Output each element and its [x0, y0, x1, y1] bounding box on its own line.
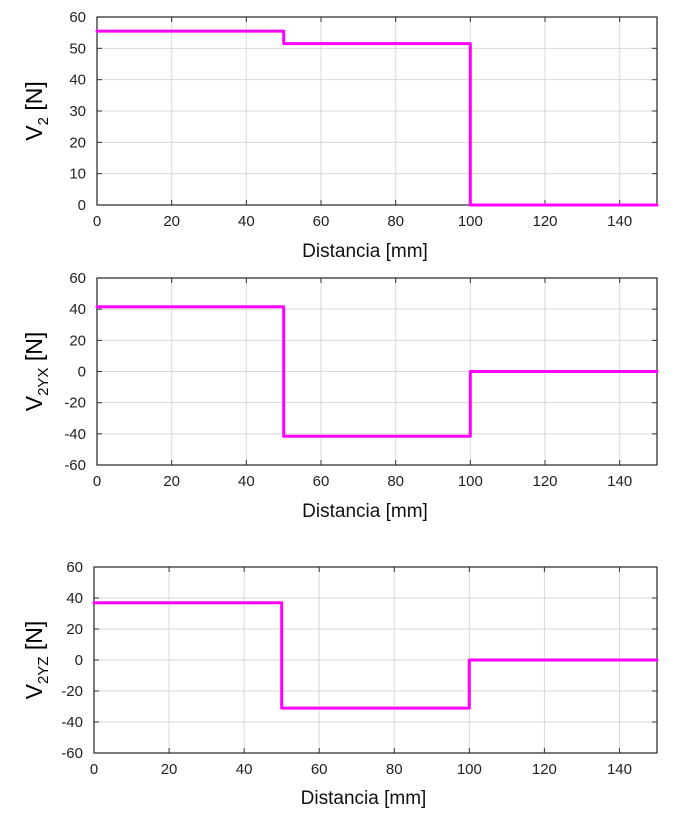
y-tick-label: 60: [69, 9, 86, 26]
x-tick-label: 100: [458, 213, 483, 230]
x-tick-label: 40: [236, 761, 253, 778]
x-tick-label: 80: [387, 473, 404, 490]
y-axis-label: V2YX [N]: [21, 332, 52, 411]
x-tick-label: 140: [607, 213, 632, 230]
x-axis-label: Distancia [mm]: [301, 788, 427, 809]
x-tick-label: 100: [458, 473, 483, 490]
x-tick-label: 20: [163, 473, 180, 490]
y-tick-label: 10: [69, 166, 86, 183]
y-tick-label: 40: [66, 590, 83, 607]
x-tick-label: 20: [161, 761, 178, 778]
chart-v2yx: 0 20 40 60 80 100 120 140 -60 -40 -20 0 20 40 60 Distan…: [0, 270, 686, 550]
plot-frame: [96, 16, 658, 206]
y-tick-label: 0: [78, 197, 86, 214]
y-tick-label: 0: [75, 652, 83, 669]
series-line: [92, 601, 659, 710]
x-tick-label: 100: [457, 761, 482, 778]
x-tick-label: 120: [532, 213, 557, 230]
y-axis-label: V2YZ [N]: [21, 621, 52, 700]
x-tick-label: 60: [313, 473, 330, 490]
y-tick-label: -20: [64, 395, 86, 412]
chart-v2yx-svg: 0 20 40 60 80 100 120 140 -60 -40 -20 0 20 40 60 Distan…: [21, 270, 659, 522]
x-tick-label: 120: [532, 473, 557, 490]
y-tick-label: 20: [69, 332, 86, 349]
y-axis-label: V2 [N]: [21, 81, 52, 140]
y-tick-label: 60: [66, 559, 83, 576]
x-tick-label: 120: [532, 761, 557, 778]
y-tick-label: -40: [61, 714, 83, 731]
x-tick-label: 0: [90, 761, 98, 778]
x-tick-label: 80: [386, 761, 403, 778]
y-tick-label: 30: [69, 103, 86, 120]
x-axis-label: Distancia [mm]: [302, 241, 428, 262]
y-tick-label: 40: [69, 301, 86, 318]
x-tick-label: 40: [238, 473, 255, 490]
y-tick-label: -60: [61, 745, 83, 762]
x-tick-label: 60: [313, 213, 330, 230]
x-tick-label: 140: [607, 473, 632, 490]
x-tick-label: 140: [607, 761, 632, 778]
chart-v2yz: 0 20 40 60 80 100 120 140 -60 -40 -20 0 20 40 60 Distan…: [0, 555, 686, 830]
y-tick-label: -40: [64, 426, 86, 443]
chart-v2-svg: 0 20 40 60 80 100 120 140 0 10 20 30 40 50 60 Distancia…: [21, 9, 659, 262]
x-tick-label: 20: [163, 213, 180, 230]
y-tick-label: 20: [69, 134, 86, 151]
y-tick-label: 50: [69, 40, 86, 57]
chart-v2: 0 20 40 60 80 100 120 140 0 10 20 30 40 50 60 Distancia…: [0, 0, 686, 270]
x-axis-label: Distancia [mm]: [302, 501, 428, 522]
x-tick-label: 40: [238, 213, 255, 230]
chart-v2yz-svg: 0 20 40 60 80 100 120 140 -60 -40 -20 0 20 40 60 Distan…: [21, 559, 659, 809]
y-tick-label: -60: [64, 457, 86, 474]
x-tick-label: 60: [311, 761, 328, 778]
x-tick-label: 0: [93, 473, 101, 490]
series-line: [95, 29, 659, 207]
y-tick-label: 40: [69, 72, 86, 89]
y-tick-label: 0: [78, 364, 86, 381]
series-line: [95, 305, 659, 438]
x-tick-label: 0: [93, 213, 101, 230]
y-tick-label: 20: [66, 621, 83, 638]
y-tick-label: -20: [61, 683, 83, 700]
y-tick-label: 60: [69, 270, 86, 287]
x-tick-label: 80: [387, 213, 404, 230]
